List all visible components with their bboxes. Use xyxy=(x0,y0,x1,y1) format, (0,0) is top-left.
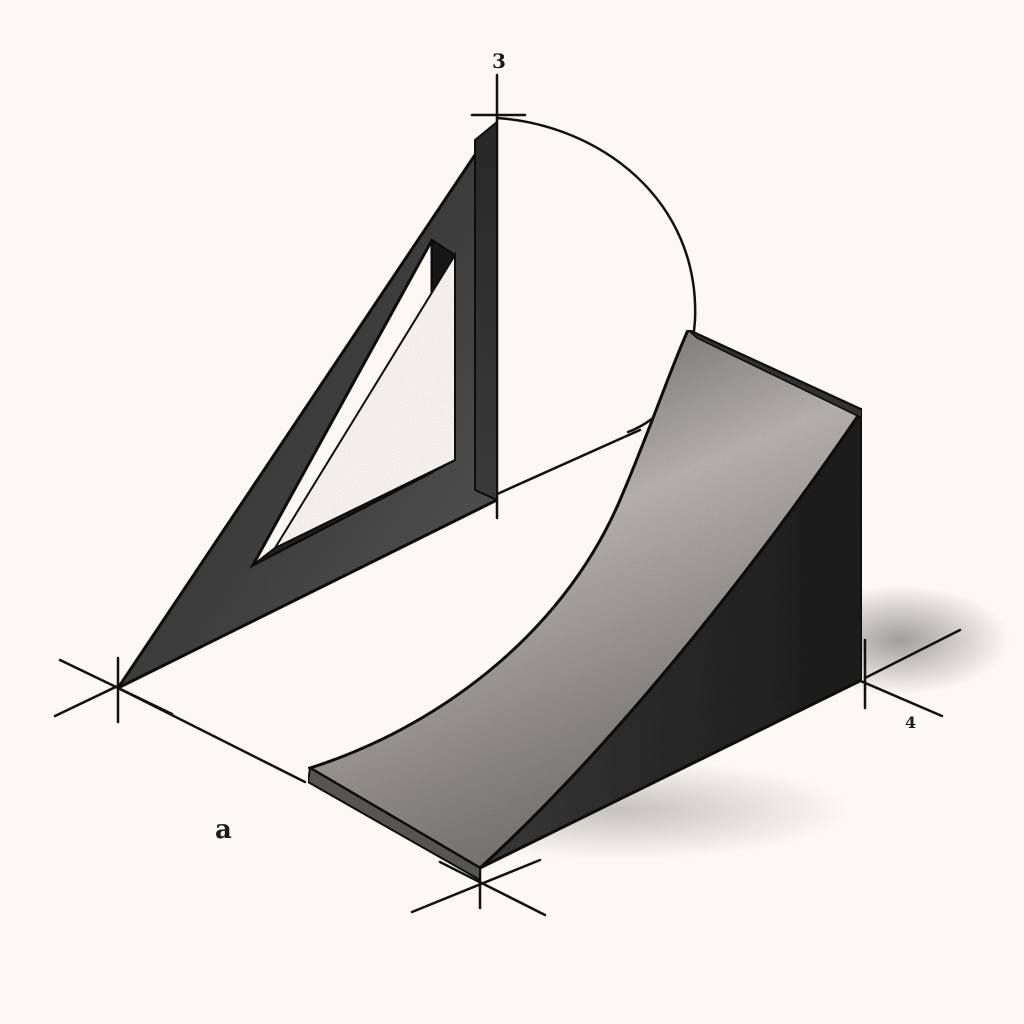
ramp-back-lip xyxy=(687,329,863,420)
right-baseline xyxy=(863,628,962,680)
triangle-hole xyxy=(272,251,456,551)
label-top: 3 xyxy=(492,49,506,73)
triangle-set-square xyxy=(113,117,499,692)
ramp-front-edge xyxy=(306,766,481,882)
triangle-side-edge xyxy=(474,119,498,502)
label-right: 4 xyxy=(905,713,916,732)
dimension-line-a xyxy=(116,686,307,784)
bottom-cross-b xyxy=(438,860,547,917)
baseline-right xyxy=(493,428,642,497)
bottom-cross-a xyxy=(410,858,542,914)
ramp-top-surface xyxy=(306,328,865,870)
label-left: a xyxy=(215,815,232,845)
curved-ramp xyxy=(306,328,865,882)
